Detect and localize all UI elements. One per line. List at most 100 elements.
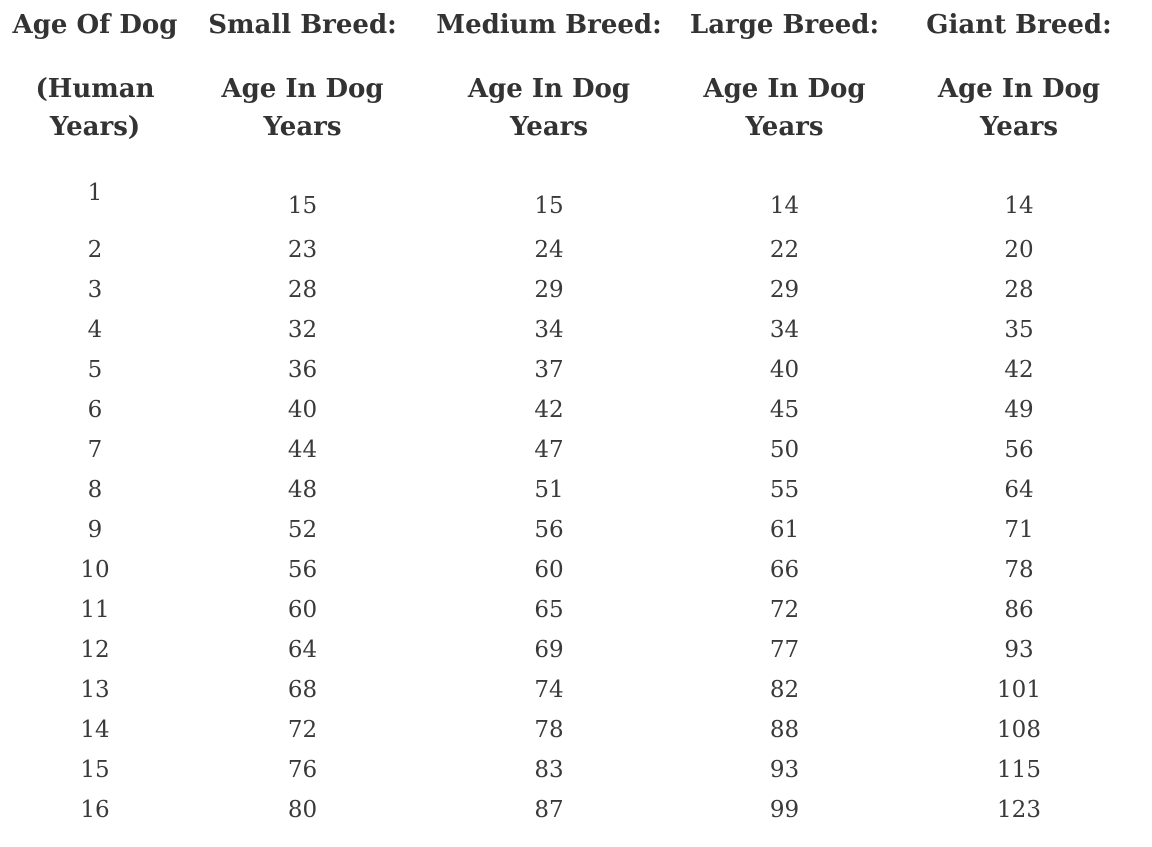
- cell-medium-breed: 51: [415, 470, 683, 510]
- cell-value: 14: [1004, 193, 1034, 219]
- cell-value: 28: [1004, 277, 1034, 303]
- cell-large-breed: 45: [683, 390, 886, 430]
- cell-large-breed: 50: [683, 430, 886, 470]
- cell-value: 56: [287, 557, 318, 583]
- cell-medium-breed: 83: [415, 750, 683, 790]
- cell-giant-breed: 123: [886, 790, 1152, 830]
- cell-value: 66: [769, 557, 800, 583]
- column-title: Small Breed:: [208, 10, 397, 40]
- cell-value: 60: [534, 557, 564, 583]
- column-subtitle: (Human Years): [35, 74, 155, 142]
- table-row: 11 60 65 72 86: [0, 590, 1152, 630]
- cell-value: 5: [87, 357, 103, 383]
- cell-age-human-years: 14: [0, 710, 190, 750]
- cell-medium-breed: 15: [415, 146, 683, 230]
- column-subtitle: Age In Dog Years: [937, 74, 1101, 142]
- cell-age-human-years: 10: [0, 550, 190, 590]
- cell-large-breed: 99: [683, 790, 886, 830]
- column-title: Large Breed:: [689, 10, 880, 40]
- column-header-age: Age Of Dog (Human Years): [0, 8, 190, 146]
- cell-age-human-years: 8: [0, 470, 190, 510]
- table-row: 3 28 29 29 28: [0, 270, 1152, 310]
- cell-value: 11: [80, 597, 110, 623]
- column-title: Age Of Dog: [12, 10, 178, 40]
- cell-value: 74: [534, 677, 564, 703]
- cell-small-breed: 52: [190, 510, 415, 550]
- cell-age-human-years: 15: [0, 750, 190, 790]
- cell-value: 20: [1004, 237, 1034, 263]
- cell-value: 35: [1004, 317, 1034, 343]
- cell-age-human-years: 1: [0, 146, 190, 230]
- cell-value: 88: [769, 717, 800, 743]
- cell-value: 3: [87, 277, 103, 303]
- cell-small-breed: 32: [190, 310, 415, 350]
- cell-age-human-years: 4: [0, 310, 190, 350]
- header-row: Age Of Dog (Human Years) Small Breed: Ag…: [0, 8, 1152, 146]
- column-header-medium-breed: Medium Breed: Age In Dog Years: [415, 8, 683, 146]
- cell-value: 49: [1004, 397, 1034, 423]
- table-row: 1 15 15 14 14: [0, 146, 1152, 230]
- column-header-giant-breed: Giant Breed: Age In Dog Years: [886, 8, 1152, 146]
- cell-value: 78: [1004, 557, 1034, 583]
- cell-value: 55: [769, 477, 800, 503]
- cell-value: 47: [534, 437, 564, 463]
- cell-value: 10: [80, 557, 110, 583]
- cell-value: 15: [80, 757, 110, 783]
- column-subtitle: Age In Dog Years: [703, 74, 866, 142]
- cell-value: 82: [769, 677, 800, 703]
- cell-medium-breed: 29: [415, 270, 683, 310]
- cell-medium-breed: 69: [415, 630, 683, 670]
- cell-medium-breed: 65: [415, 590, 683, 630]
- cell-value: 9: [87, 517, 103, 543]
- cell-small-breed: 28: [190, 270, 415, 310]
- cell-value: 80: [287, 797, 318, 823]
- cell-small-breed: 80: [190, 790, 415, 830]
- cell-value: 52: [287, 517, 318, 543]
- cell-value: 108: [997, 717, 1041, 743]
- cell-age-human-years: 6: [0, 390, 190, 430]
- cell-value: 65: [534, 597, 564, 623]
- cell-giant-breed: 56: [886, 430, 1152, 470]
- cell-value: 64: [287, 637, 318, 663]
- cell-value: 99: [769, 797, 800, 823]
- cell-value: 48: [287, 477, 318, 503]
- cell-value: 29: [769, 277, 800, 303]
- cell-large-breed: 93: [683, 750, 886, 790]
- cell-large-breed: 29: [683, 270, 886, 310]
- cell-age-human-years: 16: [0, 790, 190, 830]
- cell-value: 22: [769, 237, 800, 263]
- cell-value: 60: [287, 597, 318, 623]
- cell-age-human-years: 3: [0, 270, 190, 310]
- cell-value: 115: [997, 757, 1041, 783]
- cell-small-breed: 48: [190, 470, 415, 510]
- cell-age-human-years: 7: [0, 430, 190, 470]
- column-subtitle: Age In Dog Years: [467, 74, 631, 142]
- cell-medium-breed: 24: [415, 230, 683, 270]
- cell-value: 6: [87, 397, 103, 423]
- cell-value: 2: [87, 237, 103, 263]
- cell-medium-breed: 56: [415, 510, 683, 550]
- cell-medium-breed: 42: [415, 390, 683, 430]
- cell-giant-breed: 101: [886, 670, 1152, 710]
- cell-value: 34: [769, 317, 800, 343]
- table-row: 14 72 78 88 108: [0, 710, 1152, 750]
- cell-large-breed: 14: [683, 146, 886, 230]
- table-row: 7 44 47 50 56: [0, 430, 1152, 470]
- table-row: 12 64 69 77 93: [0, 630, 1152, 670]
- cell-value: 93: [769, 757, 800, 783]
- cell-large-breed: 22: [683, 230, 886, 270]
- cell-giant-breed: 20: [886, 230, 1152, 270]
- table-row: 10 56 60 66 78: [0, 550, 1152, 590]
- cell-value: 42: [1004, 357, 1034, 383]
- cell-age-human-years: 11: [0, 590, 190, 630]
- column-title: Medium Breed:: [436, 10, 662, 40]
- cell-value: 61: [769, 517, 800, 543]
- cell-giant-breed: 108: [886, 710, 1152, 750]
- cell-value: 72: [769, 597, 800, 623]
- cell-small-breed: 36: [190, 350, 415, 390]
- cell-giant-breed: 14: [886, 146, 1152, 230]
- cell-value: 101: [997, 677, 1041, 703]
- cell-large-breed: 61: [683, 510, 886, 550]
- cell-small-breed: 23: [190, 230, 415, 270]
- cell-medium-breed: 47: [415, 430, 683, 470]
